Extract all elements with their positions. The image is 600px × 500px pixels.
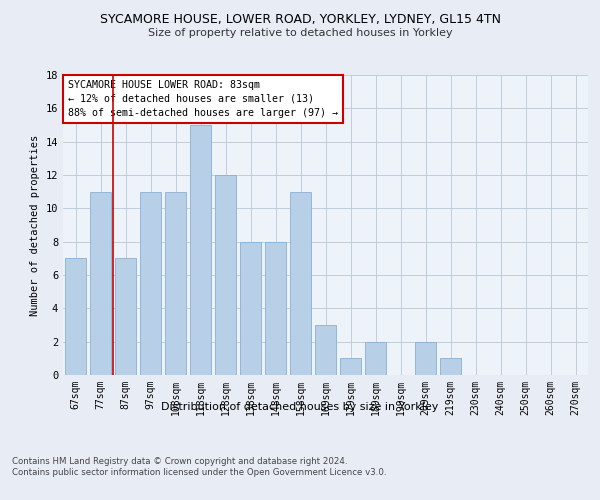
Bar xyxy=(215,175,236,375)
Text: SYCAMORE HOUSE, LOWER ROAD, YORKLEY, LYDNEY, GL15 4TN: SYCAMORE HOUSE, LOWER ROAD, YORKLEY, LYD… xyxy=(100,12,500,26)
Y-axis label: Number of detached properties: Number of detached properties xyxy=(30,134,40,316)
Bar xyxy=(240,242,261,375)
Text: Distribution of detached houses by size in Yorkley: Distribution of detached houses by size … xyxy=(161,402,439,412)
Bar xyxy=(340,358,361,375)
Bar xyxy=(265,242,286,375)
Bar xyxy=(140,192,161,375)
Bar xyxy=(290,192,311,375)
Bar xyxy=(365,342,386,375)
Text: Contains HM Land Registry data © Crown copyright and database right 2024.
Contai: Contains HM Land Registry data © Crown c… xyxy=(12,458,386,477)
Text: Size of property relative to detached houses in Yorkley: Size of property relative to detached ho… xyxy=(148,28,452,38)
Bar xyxy=(440,358,461,375)
Bar xyxy=(90,192,111,375)
Bar xyxy=(65,258,86,375)
Bar xyxy=(190,125,211,375)
Bar xyxy=(315,325,336,375)
Bar xyxy=(115,258,136,375)
Bar xyxy=(165,192,186,375)
Text: SYCAMORE HOUSE LOWER ROAD: 83sqm
← 12% of detached houses are smaller (13)
88% o: SYCAMORE HOUSE LOWER ROAD: 83sqm ← 12% o… xyxy=(68,80,338,118)
Bar xyxy=(415,342,436,375)
